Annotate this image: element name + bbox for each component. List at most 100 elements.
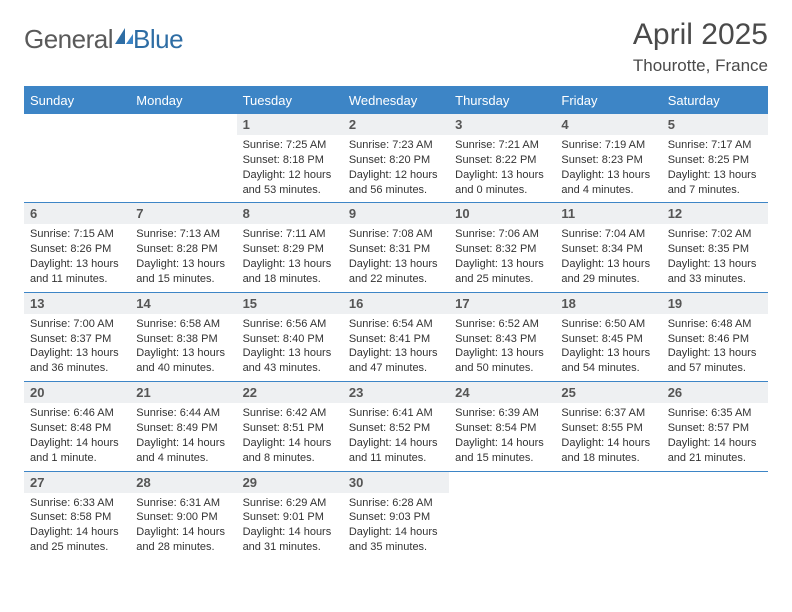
day-number: 21 [130,382,236,403]
day-info: Sunrise: 7:02 AMSunset: 8:35 PMDaylight:… [662,224,768,291]
day-number: 26 [662,382,768,403]
day-info: Sunrise: 7:23 AMSunset: 8:20 PMDaylight:… [343,135,449,202]
calendar-cell: 3Sunrise: 7:21 AMSunset: 8:22 PMDaylight… [449,114,555,203]
day-number: 15 [237,293,343,314]
calendar-cell: 30Sunrise: 6:28 AMSunset: 9:03 PMDayligh… [343,471,449,560]
calendar-page: General Blue April 2025 Thourotte, Franc… [0,0,792,578]
calendar-cell: .. [449,471,555,560]
calendar-cell: 8Sunrise: 7:11 AMSunset: 8:29 PMDaylight… [237,203,343,292]
calendar-week-row: 27Sunrise: 6:33 AMSunset: 8:58 PMDayligh… [24,471,768,560]
brand-part1: General [24,24,113,55]
day-number: 23 [343,382,449,403]
day-number: 28 [130,472,236,493]
day-info: Sunrise: 6:41 AMSunset: 8:52 PMDaylight:… [343,403,449,470]
day-number: 5 [662,114,768,135]
calendar-cell: 26Sunrise: 6:35 AMSunset: 8:57 PMDayligh… [662,382,768,471]
calendar-cell: 12Sunrise: 7:02 AMSunset: 8:35 PMDayligh… [662,203,768,292]
day-number: 20 [24,382,130,403]
day-number: 19 [662,293,768,314]
day-info: Sunrise: 6:42 AMSunset: 8:51 PMDaylight:… [237,403,343,470]
day-number: 24 [449,382,555,403]
location-label: Thourotte, France [633,56,768,76]
day-number: 17 [449,293,555,314]
day-number: 18 [555,293,661,314]
day-info: Sunrise: 7:17 AMSunset: 8:25 PMDaylight:… [662,135,768,202]
brand-logo: General Blue [24,24,183,55]
day-number: 2 [343,114,449,135]
day-info: Sunrise: 7:11 AMSunset: 8:29 PMDaylight:… [237,224,343,291]
day-info: Sunrise: 7:04 AMSunset: 8:34 PMDaylight:… [555,224,661,291]
day-number: 14 [130,293,236,314]
calendar-cell: .. [555,471,661,560]
day-info: Sunrise: 7:06 AMSunset: 8:32 PMDaylight:… [449,224,555,291]
day-info: Sunrise: 6:56 AMSunset: 8:40 PMDaylight:… [237,314,343,381]
calendar-week-row: 6Sunrise: 7:15 AMSunset: 8:26 PMDaylight… [24,203,768,292]
day-info: Sunrise: 7:08 AMSunset: 8:31 PMDaylight:… [343,224,449,291]
calendar-cell: 27Sunrise: 6:33 AMSunset: 8:58 PMDayligh… [24,471,130,560]
calendar-cell: 14Sunrise: 6:58 AMSunset: 8:38 PMDayligh… [130,292,236,381]
weekday-header: Friday [555,87,661,114]
day-number: 29 [237,472,343,493]
calendar-cell: .. [662,471,768,560]
day-info: Sunrise: 6:58 AMSunset: 8:38 PMDaylight:… [130,314,236,381]
calendar-cell: .. [24,114,130,203]
day-number: 12 [662,203,768,224]
calendar-cell: 25Sunrise: 6:37 AMSunset: 8:55 PMDayligh… [555,382,661,471]
calendar-cell: 9Sunrise: 7:08 AMSunset: 8:31 PMDaylight… [343,203,449,292]
day-info: Sunrise: 7:25 AMSunset: 8:18 PMDaylight:… [237,135,343,202]
calendar-week-row: 20Sunrise: 6:46 AMSunset: 8:48 PMDayligh… [24,382,768,471]
calendar-cell: 6Sunrise: 7:15 AMSunset: 8:26 PMDaylight… [24,203,130,292]
day-number: 9 [343,203,449,224]
day-number: 6 [24,203,130,224]
day-info: Sunrise: 6:39 AMSunset: 8:54 PMDaylight:… [449,403,555,470]
weekday-header: Thursday [449,87,555,114]
weekday-header: Monday [130,87,236,114]
day-number: 25 [555,382,661,403]
calendar-cell: 24Sunrise: 6:39 AMSunset: 8:54 PMDayligh… [449,382,555,471]
calendar-cell: 21Sunrise: 6:44 AMSunset: 8:49 PMDayligh… [130,382,236,471]
calendar-cell: 7Sunrise: 7:13 AMSunset: 8:28 PMDaylight… [130,203,236,292]
month-title: April 2025 [633,18,768,52]
day-info: Sunrise: 6:29 AMSunset: 9:01 PMDaylight:… [237,493,343,560]
day-number: 16 [343,293,449,314]
calendar-cell: 15Sunrise: 6:56 AMSunset: 8:40 PMDayligh… [237,292,343,381]
day-info: Sunrise: 7:13 AMSunset: 8:28 PMDaylight:… [130,224,236,291]
calendar-cell: 23Sunrise: 6:41 AMSunset: 8:52 PMDayligh… [343,382,449,471]
calendar-cell: 17Sunrise: 6:52 AMSunset: 8:43 PMDayligh… [449,292,555,381]
weekday-header: Saturday [662,87,768,114]
day-info: Sunrise: 6:48 AMSunset: 8:46 PMDaylight:… [662,314,768,381]
day-number: 1 [237,114,343,135]
calendar-body: ....1Sunrise: 7:25 AMSunset: 8:18 PMDayl… [24,114,768,560]
weekday-header: Sunday [24,87,130,114]
calendar-cell: 16Sunrise: 6:54 AMSunset: 8:41 PMDayligh… [343,292,449,381]
calendar-cell: 1Sunrise: 7:25 AMSunset: 8:18 PMDaylight… [237,114,343,203]
day-info: Sunrise: 6:52 AMSunset: 8:43 PMDaylight:… [449,314,555,381]
day-info: Sunrise: 7:00 AMSunset: 8:37 PMDaylight:… [24,314,130,381]
calendar-cell: 10Sunrise: 7:06 AMSunset: 8:32 PMDayligh… [449,203,555,292]
day-number: 13 [24,293,130,314]
day-info: Sunrise: 6:37 AMSunset: 8:55 PMDaylight:… [555,403,661,470]
calendar-cell: 22Sunrise: 6:42 AMSunset: 8:51 PMDayligh… [237,382,343,471]
weekday-header: Wednesday [343,87,449,114]
day-info: Sunrise: 7:19 AMSunset: 8:23 PMDaylight:… [555,135,661,202]
day-number: 30 [343,472,449,493]
calendar-cell: 18Sunrise: 6:50 AMSunset: 8:45 PMDayligh… [555,292,661,381]
day-info: Sunrise: 7:21 AMSunset: 8:22 PMDaylight:… [449,135,555,202]
day-number: 11 [555,203,661,224]
day-number: 27 [24,472,130,493]
day-info: Sunrise: 6:35 AMSunset: 8:57 PMDaylight:… [662,403,768,470]
day-info: Sunrise: 6:46 AMSunset: 8:48 PMDaylight:… [24,403,130,470]
day-number: 8 [237,203,343,224]
calendar-cell: .. [130,114,236,203]
day-info: Sunrise: 6:50 AMSunset: 8:45 PMDaylight:… [555,314,661,381]
brand-part2: Blue [133,24,183,55]
day-info: Sunrise: 7:15 AMSunset: 8:26 PMDaylight:… [24,224,130,291]
day-info: Sunrise: 6:31 AMSunset: 9:00 PMDaylight:… [130,493,236,560]
weekday-header: Tuesday [237,87,343,114]
weekday-header-row: SundayMondayTuesdayWednesdayThursdayFrid… [24,87,768,114]
calendar-cell: 13Sunrise: 7:00 AMSunset: 8:37 PMDayligh… [24,292,130,381]
page-header: General Blue April 2025 Thourotte, Franc… [24,18,768,76]
day-number: 7 [130,203,236,224]
calendar-cell: 4Sunrise: 7:19 AMSunset: 8:23 PMDaylight… [555,114,661,203]
day-info: Sunrise: 6:28 AMSunset: 9:03 PMDaylight:… [343,493,449,560]
